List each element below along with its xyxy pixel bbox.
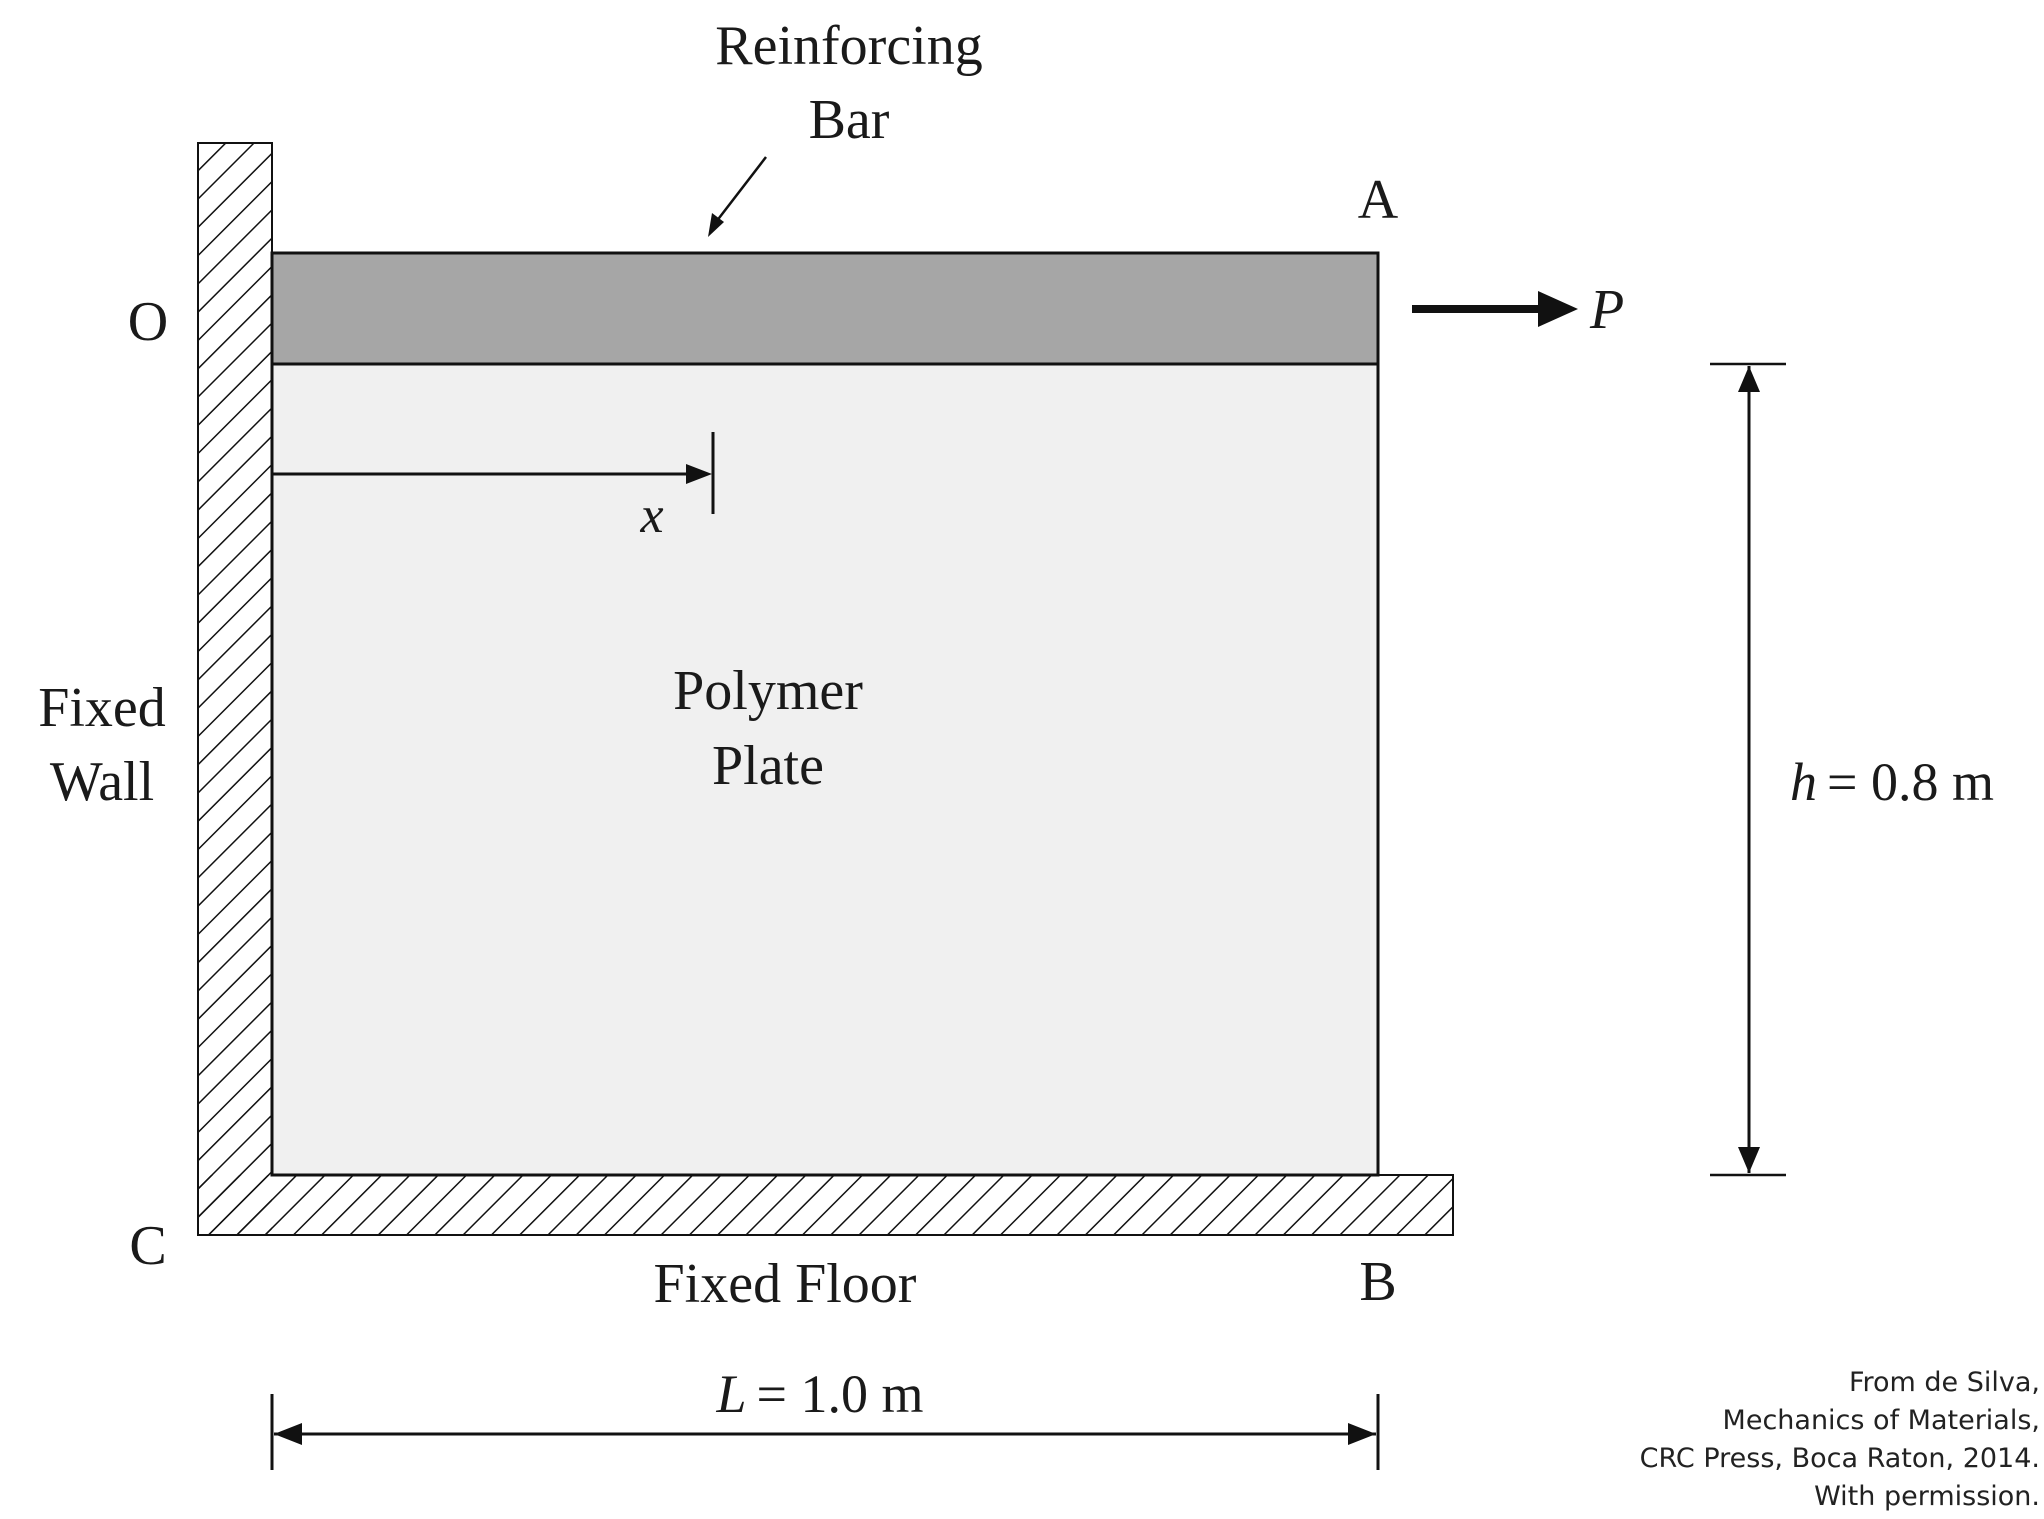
height-dimension-label: h = 0.8 m	[1790, 752, 1994, 812]
credit-line-3: CRC Press, Boca Raton, 2014.	[1639, 1443, 2040, 1474]
polymer-plate-label-2: Plate	[712, 735, 824, 797]
credit-line-1: From de Silva,	[1848, 1367, 2040, 1398]
fixed-floor-label: Fixed Floor	[654, 1253, 917, 1315]
force-arrow-head	[1538, 291, 1578, 327]
polymer-plate	[270, 362, 1380, 1177]
reinforcing-bar-label-1: Reinforcing	[715, 15, 982, 77]
fixed-wall-label-1: Fixed	[38, 677, 166, 739]
fixed-floor-hatch	[198, 1175, 1453, 1235]
reinforcing-bar-pointer-head	[708, 213, 724, 237]
length-symbol: L	[715, 1364, 746, 1424]
reinforcing-bar-label-2: Bar	[809, 89, 890, 151]
length-dimension-left-arrow	[274, 1423, 302, 1445]
source-credit: From de Silva, Mechanics of Materials, C…	[1640, 1364, 2040, 1516]
credit-line-4: With permission.	[1814, 1481, 2040, 1512]
fixed-wall-hatch	[198, 143, 272, 1235]
point-a-label: A	[1358, 169, 1399, 231]
height-symbol: h	[1790, 752, 1817, 812]
point-b-label: B	[1359, 1251, 1396, 1313]
x-dimension-arrowhead	[686, 464, 712, 484]
point-c-label: C	[129, 1215, 166, 1277]
x-dimension-label: x	[639, 487, 663, 544]
support-outline	[197, 142, 1454, 1236]
credit-line-2: Mechanics of Materials,	[1722, 1405, 2040, 1436]
height-dimension-bottom-arrow	[1738, 1147, 1760, 1173]
reinforcing-bar	[270, 251, 1380, 366]
length-dimension-label: L = 1.0 m	[715, 1364, 923, 1424]
fixed-wall-label-2: Wall	[50, 751, 154, 813]
height-dimension-top-arrow	[1738, 366, 1760, 392]
polymer-plate-label-1: Polymer	[673, 660, 863, 722]
height-value: = 0.8 m	[1827, 752, 1994, 812]
length-value: = 1.0 m	[757, 1364, 924, 1424]
force-label: P	[1589, 279, 1624, 341]
length-dimension-right-arrow	[1348, 1423, 1376, 1445]
point-o-label: O	[128, 291, 168, 353]
reinforcing-bar-pointer	[715, 156, 767, 223]
